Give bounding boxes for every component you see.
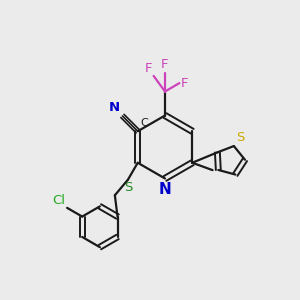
Text: S: S	[124, 181, 133, 194]
Text: F: F	[145, 62, 152, 75]
Text: S: S	[236, 131, 244, 144]
Text: F: F	[161, 58, 169, 71]
Text: N: N	[159, 182, 171, 197]
Text: Cl: Cl	[52, 194, 65, 207]
Text: F: F	[181, 76, 189, 90]
Text: C: C	[140, 118, 148, 128]
Text: N: N	[109, 101, 120, 115]
